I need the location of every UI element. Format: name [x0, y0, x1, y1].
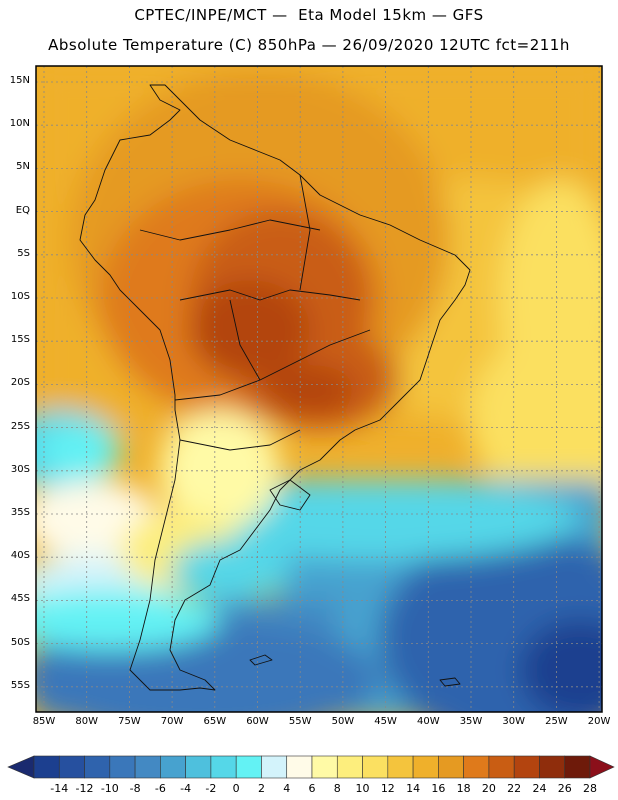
- latitude-label: 45S: [10, 593, 30, 605]
- colorbar-swatch: [33, 755, 60, 779]
- colorbar-swatch: [185, 755, 212, 779]
- longitude-label: 55W: [288, 716, 312, 727]
- latitude-label: 30S: [10, 463, 30, 475]
- latitude-label: EQ: [15, 204, 30, 216]
- colorbar-swatch: [311, 755, 338, 779]
- colorbar-swatch: [513, 755, 540, 779]
- colorbar-swatch: [387, 755, 414, 779]
- longitude-label: 85W: [32, 716, 56, 727]
- colorbar-label: -2: [205, 782, 217, 795]
- colorbar-label: 20: [481, 782, 496, 795]
- colorbar-swatch: [362, 755, 389, 779]
- latitude-label: 10N: [9, 118, 30, 130]
- colorbar-swatch: [564, 755, 591, 779]
- longitude-label: 65W: [203, 716, 227, 727]
- graticule-grid: [36, 66, 602, 712]
- colorbar-swatch: [412, 755, 439, 779]
- colorbar-swatch: [463, 755, 490, 779]
- colorbar-label: -4: [180, 782, 192, 795]
- longitude-label: 80W: [75, 716, 98, 727]
- colorbar-label: 14: [406, 782, 421, 795]
- colorbar-label: 16: [431, 782, 446, 795]
- longitude-label: 20W: [587, 716, 611, 727]
- colorbar-swatch: [58, 755, 85, 779]
- colorbar-swatch: [488, 755, 515, 779]
- title-line-1: CPTEC/INPE/MCT — Eta Model 15km — GFS: [134, 6, 484, 24]
- colorbar-swatch: [210, 755, 237, 779]
- latitude-label: 20S: [10, 377, 30, 389]
- colorbar-label: 10: [355, 782, 370, 795]
- colorbar-label: 6: [308, 782, 316, 795]
- latitude-label: 15N: [9, 75, 30, 86]
- colorbar-label: 18: [456, 782, 471, 795]
- longitude-label: 75W: [118, 716, 141, 727]
- colorbar-swatch: [109, 755, 136, 779]
- colorbar-over-arrow: [589, 755, 615, 779]
- latitude-label: 50S: [10, 636, 30, 648]
- colorbar-label: 8: [333, 782, 341, 795]
- colorbar-label: -10: [100, 782, 119, 795]
- latitude-label: 55S: [10, 679, 30, 691]
- longitude-label: 45W: [374, 716, 397, 727]
- latitude-label: 35S: [10, 507, 30, 518]
- latitude-label: 10S: [10, 291, 30, 302]
- coastline-borders: [79, 84, 471, 691]
- colorbar-swatch: [336, 755, 363, 779]
- longitude-label: 40W: [416, 716, 440, 727]
- latitude-label: 5N: [16, 161, 30, 173]
- latitude-label: 5S: [17, 247, 30, 259]
- longitude-label: 30W: [502, 716, 525, 727]
- colorbar-swatch: [286, 755, 313, 779]
- colorbar-label: 12: [380, 782, 395, 795]
- colorbar-label: 2: [257, 782, 265, 795]
- colorbar-swatch: [261, 755, 288, 779]
- colorbar-label: 26: [557, 782, 572, 795]
- map-frame: [35, 65, 603, 713]
- latitude-label: 15S: [10, 334, 30, 346]
- colorbar-swatch: [539, 755, 566, 779]
- colorbar-label: -14: [50, 782, 69, 795]
- longitude-label: 60W: [246, 716, 269, 727]
- title-line-2: Absolute Temperature (C) 850hPa — 26/09/…: [48, 36, 570, 54]
- longitude-label: 70W: [160, 716, 184, 727]
- colorbar-swatch: [235, 755, 262, 779]
- longitude-label: 25W: [545, 716, 568, 727]
- latitude-label: 40S: [10, 550, 30, 562]
- colorbar-swatch: [160, 755, 186, 779]
- longitude-label: 50W: [331, 716, 355, 727]
- colorbar: [7, 755, 615, 779]
- colorbar-swatch: [438, 755, 464, 779]
- colorbar-label: -12: [75, 782, 94, 795]
- colorbar-label: 0: [232, 782, 240, 795]
- colorbar-swatch: [134, 755, 161, 779]
- latitude-label: 25S: [10, 420, 30, 432]
- colorbar-label: -6: [154, 782, 166, 795]
- colorbar-label: 22: [507, 782, 522, 795]
- colorbar-label: 4: [283, 782, 291, 795]
- colorbar-label: -8: [129, 782, 141, 795]
- colorbar-under-arrow: [7, 755, 35, 779]
- colorbar-label: 24: [532, 782, 547, 795]
- colorbar-label: 28: [583, 782, 597, 795]
- colorbar-swatch: [84, 755, 111, 779]
- longitude-label: 35W: [459, 716, 483, 727]
